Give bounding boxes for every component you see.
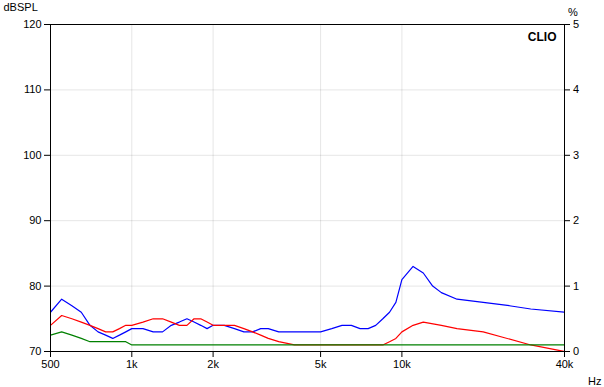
svg-text:70: 70 [29,345,41,357]
svg-text:%: % [568,6,578,18]
svg-text:90: 90 [29,214,41,226]
svg-text:2: 2 [573,214,579,226]
svg-text:100: 100 [23,149,41,161]
svg-text:3: 3 [573,149,579,161]
svg-text:0: 0 [573,345,579,357]
svg-text:110: 110 [24,83,42,95]
svg-text:1: 1 [573,280,579,292]
svg-text:2k: 2k [207,358,219,370]
svg-text:120: 120 [23,18,41,30]
svg-text:500: 500 [41,358,59,370]
svg-text:CLIO: CLIO [528,30,557,44]
svg-text:40k: 40k [556,358,574,370]
svg-text:4: 4 [573,83,579,95]
svg-text:5k: 5k [315,358,327,370]
svg-text:80: 80 [29,280,41,292]
svg-text:5: 5 [573,18,579,30]
svg-text:10k: 10k [393,358,411,370]
svg-text:1k: 1k [126,358,138,370]
svg-text:Hz: Hz [588,375,601,387]
svg-text:dBSPL: dBSPL [4,1,38,13]
